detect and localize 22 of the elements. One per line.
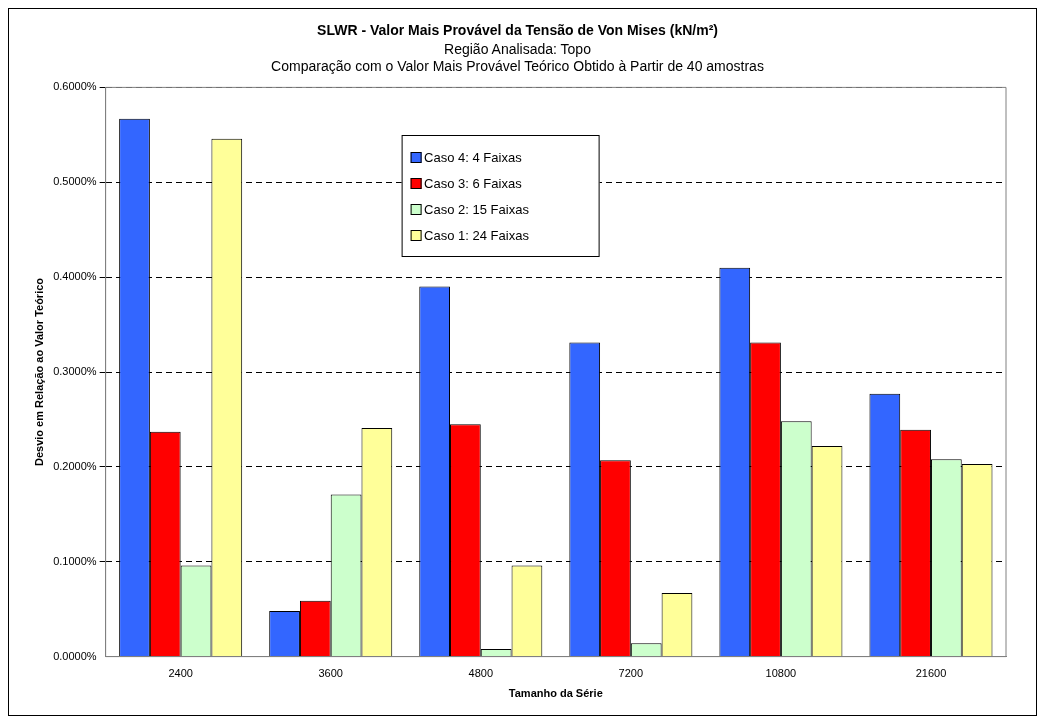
x-tick-label: 7200 [618,667,644,680]
legend-label: Caso 4: 4 Faixas [424,149,522,165]
y-tick-label: 0.2000% [53,459,97,472]
y-tick-label: 0.0000% [53,649,97,662]
x-tick-label: 2400 [168,667,193,680]
y-tick-label: 0.1000% [53,554,97,567]
x-tick-label: 4800 [468,667,494,680]
x-tick-label: 10800 [765,667,797,680]
chart-title: SLWR - Valor Mais Provável da Tensão de Von Mises (kN/m²) [317,22,718,39]
legend-label: Caso 2: 15 Faixas [424,201,529,217]
x-tick-label: 3600 [318,667,343,680]
y-tick-label: 0.3000% [53,365,97,378]
y-tick-label: 0.5000% [53,175,97,188]
legend-label: Caso 3: 6 Faixas [424,175,522,191]
y-axis-title: Desvio em Relação ao Valor Teórico [32,277,45,467]
x-axis-title: Tamanho da Série [508,687,603,700]
y-tick-label: 0.4000% [53,270,97,283]
text: Comparação com o Valor Mais Provável Teórico Obtido à Partir de 40 amostras [271,57,764,74]
x-tick-label: 21600 [915,667,947,680]
legend-label: Caso 1: 24 Faixas [424,227,529,243]
chart-subtitle: Região Analisada: Topo [444,41,592,58]
y-tick-label: 0.6000% [53,80,97,93]
